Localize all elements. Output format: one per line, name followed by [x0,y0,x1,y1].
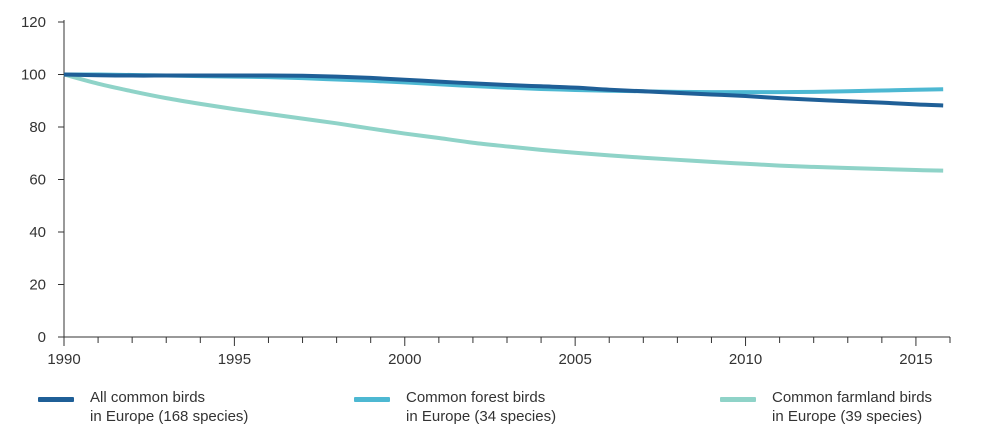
series-lines [63,72,944,173]
series-line-common-farmland-birds [63,72,944,173]
x-axis: 1990 1995 2000 2005 2010 2015 [47,336,951,368]
x-tick-label: 1990 [47,351,80,368]
legend-label-line-2: in Europe (168 species) [90,408,249,425]
legend-label-line-1: All common birds [90,389,206,406]
legend-item-common-farmland-birds: Common farmland birds in Europe (39 spec… [720,388,932,426]
y-tick-label: 100 [21,67,46,84]
y-tick-label: 60 [29,172,46,189]
x-tick-label: 2015 [899,351,932,368]
legend-swatch-common-farmland-birds [720,397,756,402]
legend-label-line-1: Common farmland birds [772,389,933,406]
x-tick-label: 2010 [729,351,762,368]
y-tick-label: 20 [29,277,46,294]
x-tick-label: 2000 [388,351,421,368]
legend-swatch-common-forest-birds [354,397,390,402]
series-line-all-common-birds [63,72,944,108]
x-tick-label: 1995 [218,351,251,368]
legend-label-line-2: in Europe (34 species) [406,408,557,425]
line-chart: 0 20 40 60 80 100 120 1990 1995 2000 2005 2010 2015 [21,14,951,368]
legend: All common birds in Europe (168 species)… [0,388,984,434]
legend-swatch-all-common-birds [38,397,74,402]
legend-label-line-2: in Europe (39 species) [772,408,923,425]
x-tick-label: 2005 [558,351,591,368]
y-tick-label: 0 [38,329,46,346]
legend-label-line-1: Common forest birds [406,389,546,406]
y-tick-label: 40 [29,224,46,241]
y-tick-label: 80 [29,119,46,136]
legend-item-common-forest-birds: Common forest birds in Europe (34 specie… [354,388,556,426]
y-axis: 0 20 40 60 80 100 120 [21,14,65,346]
y-tick-label: 120 [21,14,46,31]
legend-item-all-common-birds: All common birds in Europe (168 species) [38,388,248,426]
